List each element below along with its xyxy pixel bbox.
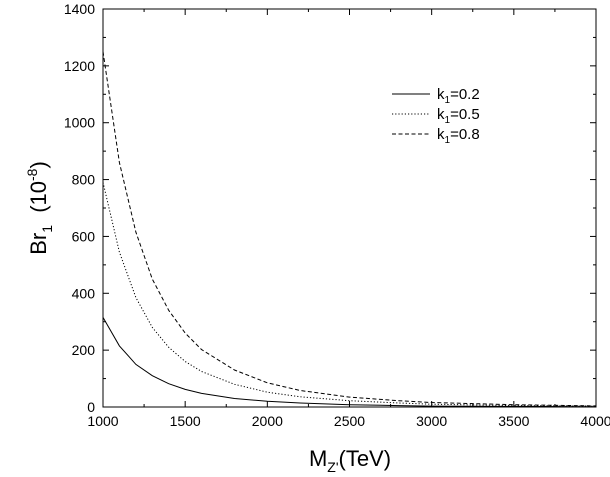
y-axis-title-gap xyxy=(26,213,51,225)
legend-label-sub: 1 xyxy=(445,95,451,106)
y-axis-title-unit-sup: -8 xyxy=(24,168,40,181)
y-tick-label: 1200 xyxy=(64,58,95,74)
axis-ticks xyxy=(102,8,597,408)
legend-label-sub: 1 xyxy=(445,135,451,146)
y-tick-label: 1000 xyxy=(64,115,95,131)
plot-frame xyxy=(102,8,597,408)
legend-label-rest: =0.8 xyxy=(450,126,480,143)
legend-label: k1=0.8 xyxy=(437,126,480,146)
series-line xyxy=(102,51,597,407)
y-tick-label: 800 xyxy=(72,172,96,188)
legend-label-main: k xyxy=(437,86,445,103)
x-axis-title-main: M xyxy=(309,446,327,471)
legend: k1=0.2k1=0.5k1=0.8 xyxy=(392,86,480,146)
x-tick-label: 3000 xyxy=(416,413,447,429)
y-axis-title-unit-pre: (10 xyxy=(26,181,51,213)
legend-label: k1=0.5 xyxy=(437,106,480,126)
y-tick-label: 200 xyxy=(72,342,96,358)
y-axis-title-main: Br xyxy=(26,233,51,255)
x-axis-title-sub: Z' xyxy=(327,459,338,475)
x-tick-label: 1500 xyxy=(170,413,201,429)
x-tick-label: 3500 xyxy=(498,413,529,429)
legend-label: k1=0.2 xyxy=(437,86,480,106)
y-axis-title: Br1 (10-8) xyxy=(24,161,55,255)
y-axis-title-sub: 1 xyxy=(39,225,55,233)
tick-labels: 1000 1500 2000 2500 3000 3500 4000 0 200 400 600 80… xyxy=(64,1,610,429)
y-tick-label: 400 xyxy=(72,285,96,301)
legend-label-main: k xyxy=(437,106,445,123)
y-axis-title-unit-post: ) xyxy=(26,161,51,168)
x-tick-label: 2000 xyxy=(252,413,283,429)
series-line xyxy=(102,317,597,408)
legend-label-sub: 1 xyxy=(445,115,451,126)
y-tick-label: 0 xyxy=(87,399,95,415)
x-axis-title-unit: (TeV) xyxy=(339,446,392,471)
y-tick-label: 1400 xyxy=(64,1,95,17)
legend-label-rest: =0.5 xyxy=(450,106,480,123)
x-tick-label: 1000 xyxy=(87,413,118,429)
legend-label-main: k xyxy=(437,126,445,143)
x-tick-label: 2500 xyxy=(334,413,365,429)
x-axis-title: MZ'(TeV) xyxy=(309,446,391,475)
x-tick-label: 4000 xyxy=(580,413,610,429)
y-tick-label: 600 xyxy=(72,228,96,244)
series-lines xyxy=(102,51,597,408)
series-line xyxy=(102,182,597,407)
legend-label-rest: =0.2 xyxy=(450,86,480,103)
